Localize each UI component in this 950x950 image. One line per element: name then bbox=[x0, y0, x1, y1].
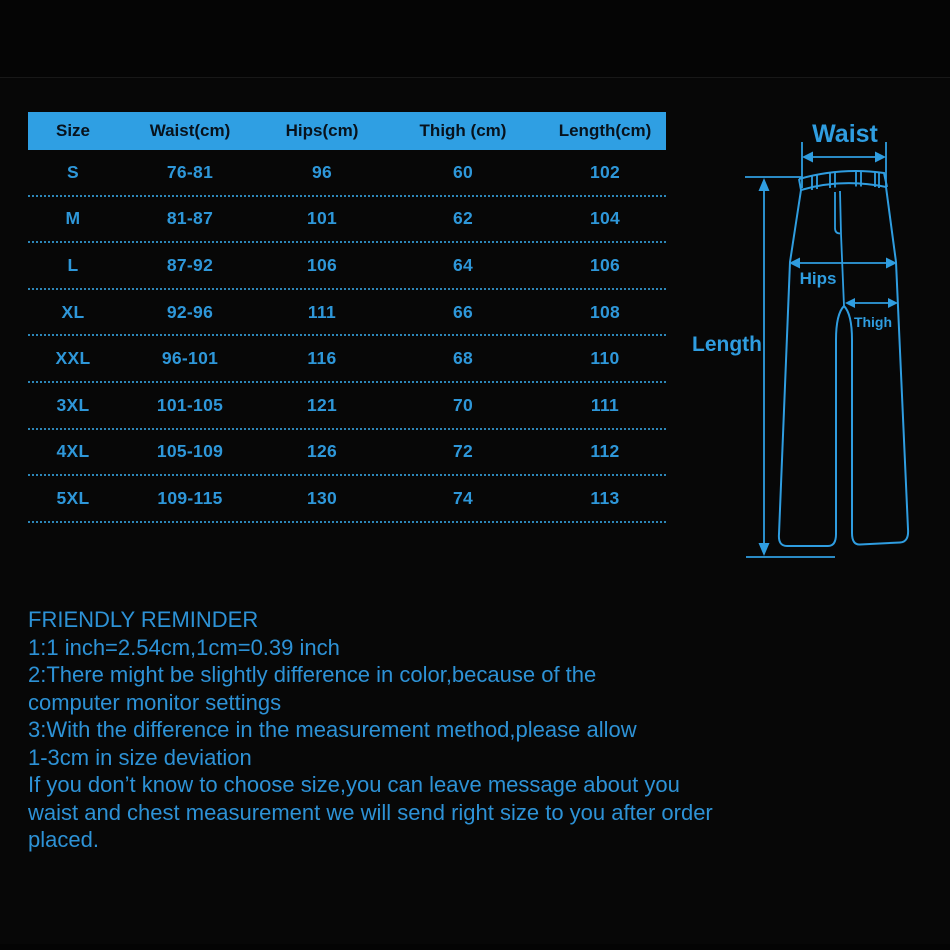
cell-size: 4XL bbox=[56, 441, 90, 462]
cell-waist: 109-115 bbox=[157, 487, 223, 508]
header-size: Size bbox=[55, 121, 91, 140]
cell-waist: 101-105 bbox=[156, 394, 224, 415]
cell-waist: 81-87 bbox=[166, 208, 214, 229]
table-header-row: Size Waist(cm) Hips(cm) Thigh (cm) Lengt… bbox=[28, 112, 666, 150]
cell-hips: 106 bbox=[306, 254, 338, 275]
table-row: L 87-92 106 64 106 bbox=[28, 243, 666, 290]
cell-hips: 111 bbox=[307, 301, 337, 322]
cell-size: 3XL bbox=[56, 394, 90, 415]
reminder-line-3: computer monitor settings bbox=[28, 689, 282, 715]
cell-length: 102 bbox=[589, 161, 621, 182]
cell-length: 110 bbox=[590, 348, 620, 369]
cell-waist: 87-92 bbox=[166, 254, 214, 275]
cell-thigh: 66 bbox=[452, 301, 474, 322]
table-row: 4XL 105-109 126 72 112 bbox=[28, 430, 666, 477]
cell-waist: 96-101 bbox=[161, 348, 219, 369]
size-chart-table: Size Waist(cm) Hips(cm) Thigh (cm) Lengt… bbox=[28, 112, 666, 523]
header-hips: Hips(cm) bbox=[285, 121, 359, 140]
reminder-line-7: waist and chest measurement we will send… bbox=[28, 799, 713, 825]
cell-thigh: 72 bbox=[452, 441, 474, 462]
header-thigh: Thigh (cm) bbox=[419, 121, 507, 140]
header-waist: Waist(cm) bbox=[149, 121, 231, 140]
table-row: XL 92-96 111 66 108 bbox=[28, 290, 666, 337]
pants-outline bbox=[777, 170, 910, 547]
reminder-line-1: 1:1 inch=2.54cm,1cm=0.39 inch bbox=[28, 634, 340, 660]
hips-measure-arrow bbox=[789, 257, 897, 269]
pants-illustration: Waist Length Hips Thigh bbox=[692, 120, 910, 558]
thigh-measure-arrow bbox=[845, 298, 898, 308]
cell-waist: 105-109 bbox=[156, 441, 224, 462]
cell-hips: 101 bbox=[306, 208, 338, 229]
length-label: Length bbox=[692, 333, 762, 356]
cell-length: 104 bbox=[589, 208, 621, 229]
friendly-reminder: FRIENDLY REMINDER 1:1 inch=2.54cm,1cm=0.… bbox=[28, 606, 918, 854]
reminder-line-5: 1-3cm in size deviation bbox=[28, 744, 252, 770]
pants-measurement-diagram: Waist Length Hips Thigh bbox=[660, 100, 950, 580]
reminder-line-8: placed. bbox=[28, 827, 99, 852]
hips-label: Hips bbox=[800, 269, 837, 288]
bottom-strip bbox=[0, 944, 950, 950]
cell-size: XL bbox=[61, 301, 85, 322]
cell-hips: 126 bbox=[306, 441, 338, 462]
cell-size: M bbox=[65, 208, 81, 229]
table-row: 5XL 109-115 130 74 113 bbox=[28, 476, 666, 523]
cell-size: XXL bbox=[55, 348, 91, 369]
table-row: M 81-87 101 62 104 bbox=[28, 197, 666, 244]
cell-thigh: 74 bbox=[452, 487, 474, 508]
cell-size: 5XL bbox=[56, 487, 90, 508]
length-measure-arrow bbox=[745, 176, 835, 558]
cell-hips: 130 bbox=[306, 487, 338, 508]
cell-length: 112 bbox=[590, 441, 620, 462]
table-row: 3XL 101-105 121 70 111 bbox=[28, 383, 666, 430]
cell-waist: 76-81 bbox=[166, 161, 214, 182]
cell-length: 108 bbox=[589, 301, 621, 322]
cell-size: S bbox=[67, 161, 79, 182]
reminder-title: FRIENDLY REMINDER bbox=[28, 607, 259, 632]
cell-waist: 92-96 bbox=[166, 301, 214, 322]
table-row: S 76-81 96 60 102 bbox=[28, 150, 666, 197]
cell-length: 111 bbox=[590, 394, 620, 415]
cell-length: 113 bbox=[590, 487, 620, 508]
waist-measure-arrow bbox=[801, 142, 887, 188]
cell-thigh: 62 bbox=[452, 208, 474, 229]
cell-hips: 96 bbox=[311, 161, 333, 182]
cell-hips: 121 bbox=[306, 394, 338, 415]
reminder-line-6: If you don’t know to choose size,you can… bbox=[28, 772, 680, 797]
top-divider bbox=[0, 0, 950, 78]
header-length: Length(cm) bbox=[558, 121, 652, 140]
reminder-line-4: 3:With the difference in the measurement… bbox=[28, 717, 637, 742]
reminder-line-2: 2:There might be slightly difference in … bbox=[28, 662, 597, 687]
cell-length: 106 bbox=[589, 254, 621, 275]
table-row: XXL 96-101 116 68 110 bbox=[28, 336, 666, 383]
cell-thigh: 68 bbox=[452, 348, 474, 369]
cell-thigh: 60 bbox=[452, 161, 474, 182]
thigh-label: Thigh bbox=[854, 314, 892, 330]
cell-size: L bbox=[67, 254, 79, 275]
cell-thigh: 64 bbox=[452, 254, 474, 275]
waist-label: Waist bbox=[812, 120, 878, 148]
cell-hips: 116 bbox=[307, 348, 337, 369]
cell-thigh: 70 bbox=[452, 394, 474, 415]
